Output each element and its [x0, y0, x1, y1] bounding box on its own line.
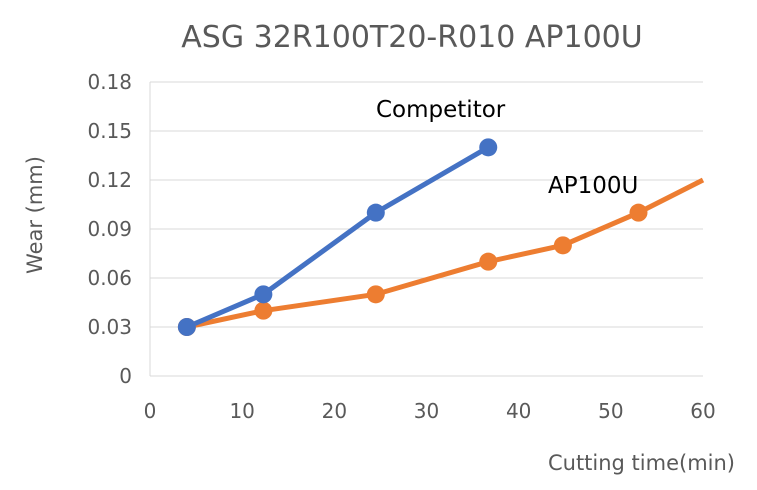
series-label-ap100u: AP100U	[548, 173, 638, 199]
data-point-competitor	[479, 138, 498, 157]
y-tick-label: 0.09	[87, 217, 132, 241]
x-tick-label: 10	[229, 399, 254, 423]
gridlines	[150, 81, 703, 328]
axes	[149, 82, 703, 377]
x-tick-label: 60	[690, 399, 715, 423]
y-tick-label: 0	[119, 364, 132, 388]
y-tick-label: 0.03	[87, 315, 132, 339]
x-tick-label: 0	[144, 399, 157, 423]
y-tick-label: 0.18	[87, 70, 132, 94]
y-axis-label: Wear (mm)	[23, 156, 47, 274]
tick-labels: 0 0.03 0.06 0.09 0.12 0.15 0.18 0 10 20 30 40 50 60	[87, 70, 715, 423]
y-tick-label: 0.15	[87, 119, 132, 143]
data-point-competitor	[366, 203, 385, 222]
x-tick-label: 50	[598, 399, 623, 423]
data-point-ap100u	[479, 252, 498, 271]
x-tick-label: 20	[322, 399, 347, 423]
data-point-competitor	[254, 285, 273, 304]
x-tick-label: 40	[506, 399, 531, 423]
x-tick-label: 30	[414, 399, 439, 423]
series-markers	[177, 138, 648, 336]
data-point-ap100u	[366, 285, 385, 304]
y-tick-label: 0.06	[87, 266, 132, 290]
data-point-ap100u	[254, 301, 273, 320]
data-point-ap100u	[553, 236, 572, 255]
data-point-competitor	[177, 318, 196, 336]
series-labels: Competitor AP100U	[376, 97, 638, 199]
y-tick-label: 0.12	[87, 168, 132, 192]
data-point-ap100u	[629, 203, 648, 222]
series-line-competitor	[185, 145, 490, 330]
chart-title: ASG 32R100T20-R010 AP100U	[181, 20, 642, 55]
series-label-competitor: Competitor	[376, 97, 506, 123]
x-axis-label: Cutting time(min)	[548, 451, 735, 475]
